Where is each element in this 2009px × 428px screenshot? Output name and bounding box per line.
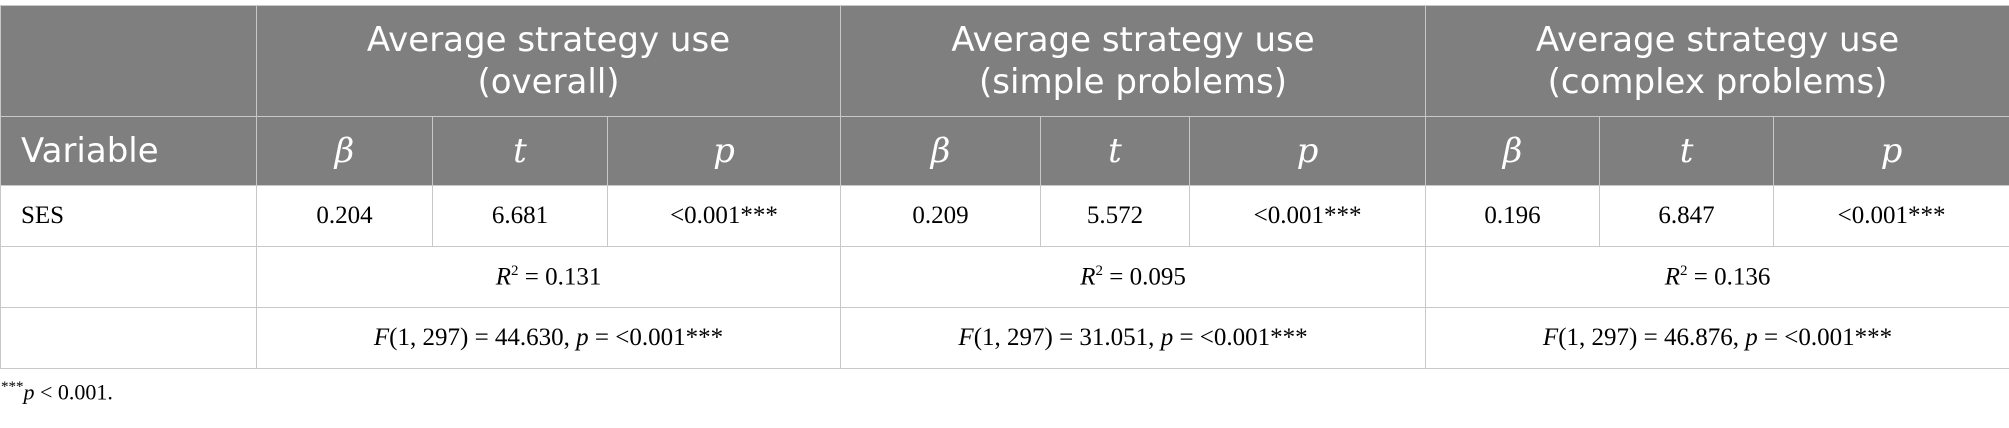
f-cell: F(1, 297) = 44.630, p = <0.001*** xyxy=(257,308,841,369)
f-rest: = <0.001*** xyxy=(1758,324,1892,351)
variable-header: Variable xyxy=(1,117,257,186)
stat-header: p xyxy=(1774,117,2009,186)
f-p: p xyxy=(1161,324,1174,351)
r2-value: = 0.131 xyxy=(518,263,601,290)
f-symbol: F xyxy=(1543,324,1558,351)
page: {"table": { "header": { "groups": ["Aver… xyxy=(0,5,2009,428)
f-text: (1, 297) = 44.630, xyxy=(389,324,576,351)
stat-header: t xyxy=(433,117,608,186)
f-p: p xyxy=(1745,324,1758,351)
f-p: p xyxy=(576,324,589,351)
header-row: Average strategy use (overall)Average st… xyxy=(1,6,2009,117)
stat-header: t xyxy=(1041,117,1190,186)
stat-symbol: β xyxy=(335,131,355,171)
r2-symbol: R xyxy=(496,263,511,290)
f-cell: F(1, 297) = 46.876, p = <0.001*** xyxy=(1426,308,2009,369)
stat-symbol: β xyxy=(1503,131,1523,171)
stat-header: β xyxy=(841,117,1041,186)
f-cell: F(1, 297) = 31.051, p = <0.001*** xyxy=(841,308,1426,369)
stat-symbol: p xyxy=(713,131,735,171)
stat-header: p xyxy=(608,117,841,186)
f-row: F(1, 297) = 44.630, p = <0.001***F(1, 29… xyxy=(1,308,2009,369)
group-header: Average strategy use (overall) xyxy=(257,6,841,117)
cell: 5.572 xyxy=(1041,186,1190,247)
empty-cell xyxy=(1,247,257,308)
stat-symbol: p xyxy=(1881,131,1903,171)
cell: <0.001*** xyxy=(1774,186,2009,247)
cell: 0.196 xyxy=(1426,186,1600,247)
footnote-stars: *** xyxy=(1,379,24,395)
stat-symbol: β xyxy=(931,131,951,171)
cell: <0.001*** xyxy=(1190,186,1426,247)
r2-cell: R2 = 0.131 xyxy=(257,247,841,308)
cell: 0.209 xyxy=(841,186,1041,247)
r2-value: = 0.136 xyxy=(1688,263,1771,290)
f-rest: = <0.001*** xyxy=(1173,324,1307,351)
cell: 6.681 xyxy=(433,186,608,247)
stat-header: β xyxy=(257,117,433,186)
r2-sup: 2 xyxy=(1680,263,1688,279)
r2-sup: 2 xyxy=(1095,263,1103,279)
r2-symbol: R xyxy=(1665,263,1680,290)
f-symbol: F xyxy=(374,324,389,351)
r2-value: = 0.095 xyxy=(1103,263,1186,290)
group-header: Average strategy use (simple problems) xyxy=(841,6,1426,117)
header-blank xyxy=(1,6,257,117)
r2-symbol: R xyxy=(1080,263,1095,290)
stat-symbol: p xyxy=(1297,131,1319,171)
r2-cell: R2 = 0.095 xyxy=(841,247,1426,308)
f-rest: = <0.001*** xyxy=(589,324,723,351)
footnote: ***p < 0.001. xyxy=(0,379,2009,405)
subheader-row: Variable β t p β t p β t p xyxy=(1,117,2009,186)
stat-symbol: t xyxy=(513,131,527,171)
stat-header: p xyxy=(1190,117,1426,186)
stat-symbol: t xyxy=(1108,131,1122,171)
f-symbol: F xyxy=(958,324,973,351)
results-table: Average strategy use (overall)Average st… xyxy=(0,5,2009,369)
stat-header: β xyxy=(1426,117,1600,186)
group-header: Average strategy use (complex problems) xyxy=(1426,6,2009,117)
empty-cell xyxy=(1,308,257,369)
footnote-text: < 0.001. xyxy=(35,379,113,404)
cell: 0.204 xyxy=(257,186,433,247)
r2-cell: R2 = 0.136 xyxy=(1426,247,2009,308)
footnote-p: p xyxy=(24,379,35,404)
row-label: SES xyxy=(1,186,257,247)
f-text: (1, 297) = 31.051, xyxy=(974,324,1161,351)
stat-symbol: t xyxy=(1680,131,1694,171)
f-text: (1, 297) = 46.876, xyxy=(1558,324,1745,351)
stat-header: t xyxy=(1600,117,1774,186)
cell: 6.847 xyxy=(1600,186,1774,247)
cell: <0.001*** xyxy=(608,186,841,247)
